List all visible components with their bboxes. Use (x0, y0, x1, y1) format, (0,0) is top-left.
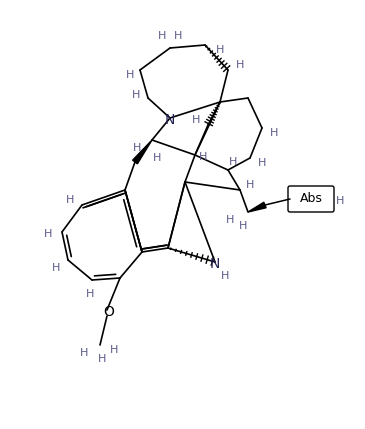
Text: H: H (246, 180, 254, 190)
Text: H: H (80, 348, 88, 358)
Text: H: H (221, 271, 229, 281)
Text: H: H (192, 115, 200, 125)
Polygon shape (132, 140, 152, 164)
Text: H: H (44, 229, 52, 239)
Text: H: H (110, 345, 118, 355)
Text: H: H (153, 153, 161, 163)
Text: H: H (270, 128, 278, 138)
Text: H: H (133, 143, 141, 153)
Text: H: H (132, 90, 140, 100)
Text: H: H (126, 70, 134, 80)
Polygon shape (248, 202, 266, 212)
Text: H: H (239, 221, 247, 231)
Text: H: H (66, 195, 74, 205)
Text: H: H (216, 45, 224, 55)
Text: N: N (165, 113, 175, 127)
Text: H: H (52, 263, 60, 273)
Text: H: H (229, 157, 237, 167)
Text: H: H (236, 60, 244, 70)
Text: H: H (226, 215, 234, 225)
Text: H: H (258, 158, 266, 168)
Text: H: H (86, 289, 94, 299)
Text: H: H (174, 31, 182, 41)
Text: O: O (104, 305, 115, 319)
Text: H: H (98, 354, 106, 364)
Text: Abs: Abs (300, 193, 322, 205)
Text: N: N (210, 257, 220, 271)
Text: H: H (158, 31, 166, 41)
Text: H: H (336, 196, 344, 206)
Text: H: H (199, 152, 207, 162)
FancyBboxPatch shape (288, 186, 334, 212)
